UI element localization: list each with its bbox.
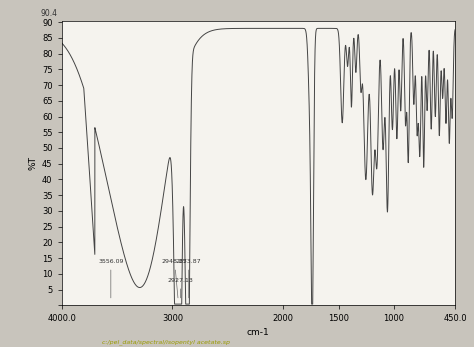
Text: 2853.87: 2853.87 bbox=[176, 260, 201, 298]
Text: 90.4: 90.4 bbox=[41, 9, 58, 18]
Text: 3556.09: 3556.09 bbox=[98, 260, 124, 298]
Text: 2948.27: 2948.27 bbox=[162, 260, 188, 298]
X-axis label: cm-1: cm-1 bbox=[247, 328, 270, 337]
Y-axis label: %T: %T bbox=[29, 156, 38, 170]
Text: 2927.13: 2927.13 bbox=[168, 278, 193, 298]
Text: c:/pel_data/spectral/isopentyl acetate.sp: c:/pel_data/spectral/isopentyl acetate.s… bbox=[102, 339, 230, 345]
